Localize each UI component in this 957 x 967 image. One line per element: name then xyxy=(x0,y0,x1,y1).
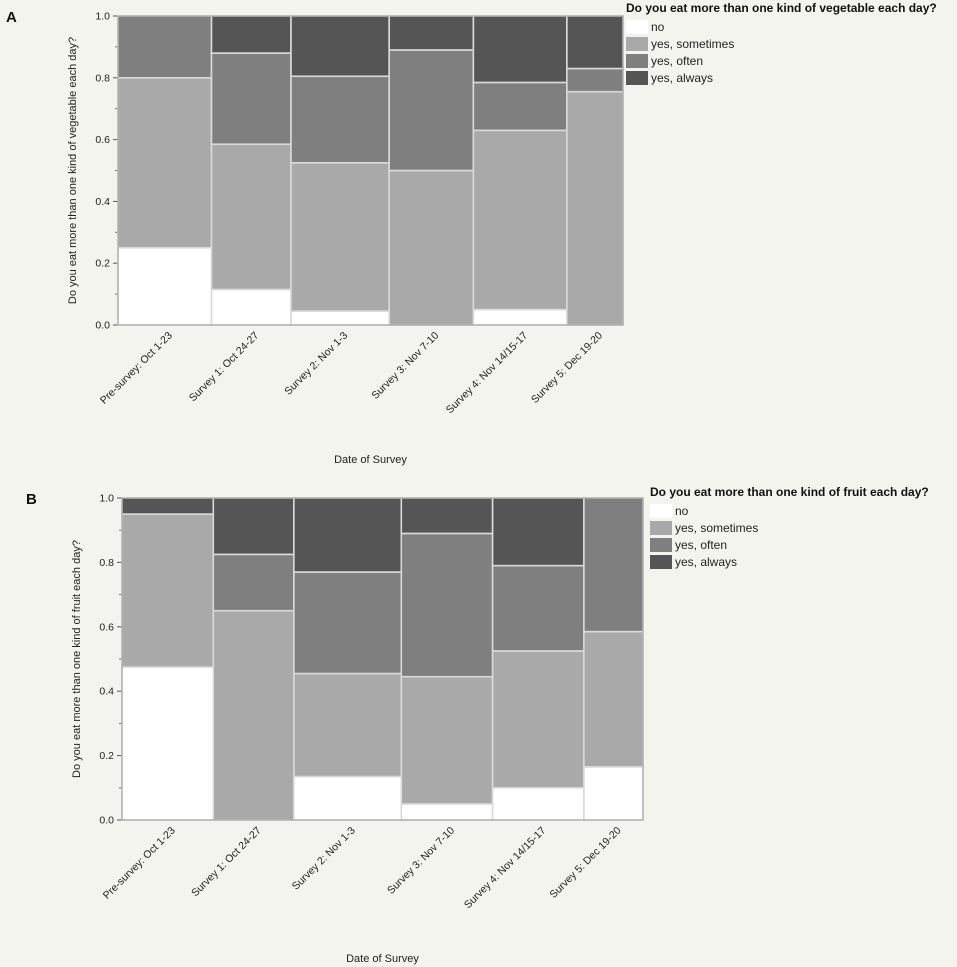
bar-segment xyxy=(400,675,494,805)
bar-segment xyxy=(117,77,213,249)
bar-segment xyxy=(117,246,213,326)
x-tick-label: Survey 3: Nov 7-10 xyxy=(369,330,441,402)
y-tick-label: 0.2 xyxy=(95,258,110,270)
x-tick-label: Survey 2: Nov 1-3 xyxy=(282,330,350,398)
legend-title: Do you eat more than one kind of vegetab… xyxy=(626,1,937,15)
legend-label: yes, sometimes xyxy=(675,521,758,535)
bar-segment xyxy=(583,497,644,633)
bar-segment xyxy=(566,15,624,70)
bar-segment xyxy=(472,129,568,311)
bar-segment xyxy=(290,310,391,326)
bar-segment xyxy=(472,15,568,84)
y-tick-label: 0.8 xyxy=(95,72,110,84)
bar-segment xyxy=(210,52,292,146)
bar-segment xyxy=(400,497,494,535)
x-tick-label: Survey 2: Nov 1-3 xyxy=(290,825,358,893)
plot-frame xyxy=(121,497,644,821)
x-tick-label: Survey 5: Dec 19-20 xyxy=(529,330,605,406)
y-tick-label: 1.0 xyxy=(95,11,110,23)
x-tick-label: Pre-survey: Oct 1-23 xyxy=(98,330,175,407)
legend-swatch xyxy=(626,37,648,51)
legend-label: yes, always xyxy=(651,71,713,85)
x-tick-label: Survey 3: Nov 7-10 xyxy=(385,825,457,897)
bar-segment xyxy=(583,630,644,768)
bar-segment xyxy=(210,288,292,326)
bar-segment xyxy=(491,564,585,652)
x-tick-label: Survey 4: Nov 14/15-17 xyxy=(444,330,531,417)
legend: Do you eat more than one kind of fruit e… xyxy=(650,485,929,569)
bar-segment xyxy=(210,143,292,291)
bar-segment xyxy=(388,15,475,51)
bar-segment xyxy=(293,497,403,573)
bar-segment xyxy=(491,650,585,789)
plot-frame xyxy=(117,15,624,326)
legend-label: yes, often xyxy=(651,54,703,68)
y-axis-title: Do you eat more than one kind of fruit e… xyxy=(71,540,83,778)
legend-label: yes, always xyxy=(675,555,737,569)
legend-label: no xyxy=(675,504,689,518)
bar-segment xyxy=(210,15,292,54)
bar-segment xyxy=(212,497,295,556)
legend-swatch xyxy=(626,20,648,34)
y-tick-label: 0.4 xyxy=(99,686,114,698)
legend: Do you eat more than one kind of vegetab… xyxy=(626,1,937,85)
panel-label: A xyxy=(6,9,17,26)
y-tick-label: 0.2 xyxy=(99,750,114,762)
bar-segment xyxy=(117,15,213,79)
bar-segment xyxy=(472,81,568,132)
legend-label: yes, sometimes xyxy=(651,37,734,51)
x-tick-label: Survey 4: Nov 14/15-17 xyxy=(462,825,549,912)
x-tick-label: Pre-survey: Oct 1-23 xyxy=(101,825,178,902)
bar-segment xyxy=(212,609,295,821)
x-axis-title: Date of Survey xyxy=(346,953,419,965)
panel-label: B xyxy=(26,491,37,508)
y-axis-title: Do you eat more than one kind of vegetab… xyxy=(67,37,79,304)
bar-segment xyxy=(491,497,585,567)
x-tick-label: Survey 1: Oct 24-27 xyxy=(187,330,262,405)
y-tick-label: 0.0 xyxy=(95,320,110,332)
y-tick-label: 0.6 xyxy=(95,134,110,146)
bar-segment xyxy=(491,786,585,821)
x-axis-title: Date of Survey xyxy=(334,454,407,466)
y-tick-label: 0.6 xyxy=(99,621,114,633)
legend-swatch xyxy=(650,521,672,535)
legend-swatch xyxy=(650,555,672,569)
legend-label: no xyxy=(651,20,665,34)
bar-segment xyxy=(121,497,215,515)
legend-swatch xyxy=(626,54,648,68)
legend-swatch xyxy=(650,504,672,518)
x-tick-label: Survey 1: Oct 24-27 xyxy=(189,825,264,900)
y-tick-label: 1.0 xyxy=(99,493,114,505)
bar-segment xyxy=(293,672,403,778)
bar-segment xyxy=(400,532,494,678)
legend-swatch xyxy=(650,538,672,552)
bar-segment xyxy=(290,75,391,164)
y-tick-label: 0.4 xyxy=(95,196,110,208)
x-tick-label: Survey 5: Dec 19-20 xyxy=(547,825,623,901)
bar-segment xyxy=(290,161,391,312)
bar-segment xyxy=(121,666,215,821)
bar-segment xyxy=(121,513,215,668)
bar-segment xyxy=(566,67,624,93)
bar-segment xyxy=(583,766,644,821)
bar-segment xyxy=(388,169,475,326)
bar-segment xyxy=(293,775,403,821)
y-tick-label: 0.8 xyxy=(99,557,114,569)
legend-title: Do you eat more than one kind of fruit e… xyxy=(650,485,929,499)
bar-segment xyxy=(472,308,568,326)
legend-label: yes, often xyxy=(675,538,727,552)
bar-segment xyxy=(388,49,475,172)
legend-swatch xyxy=(626,71,648,85)
bar-segment xyxy=(212,553,295,612)
bar-segment xyxy=(566,90,624,326)
y-tick-label: 0.0 xyxy=(99,815,114,827)
bar-segment xyxy=(293,571,403,675)
bar-segment xyxy=(400,803,494,821)
bar-segment xyxy=(290,15,391,78)
